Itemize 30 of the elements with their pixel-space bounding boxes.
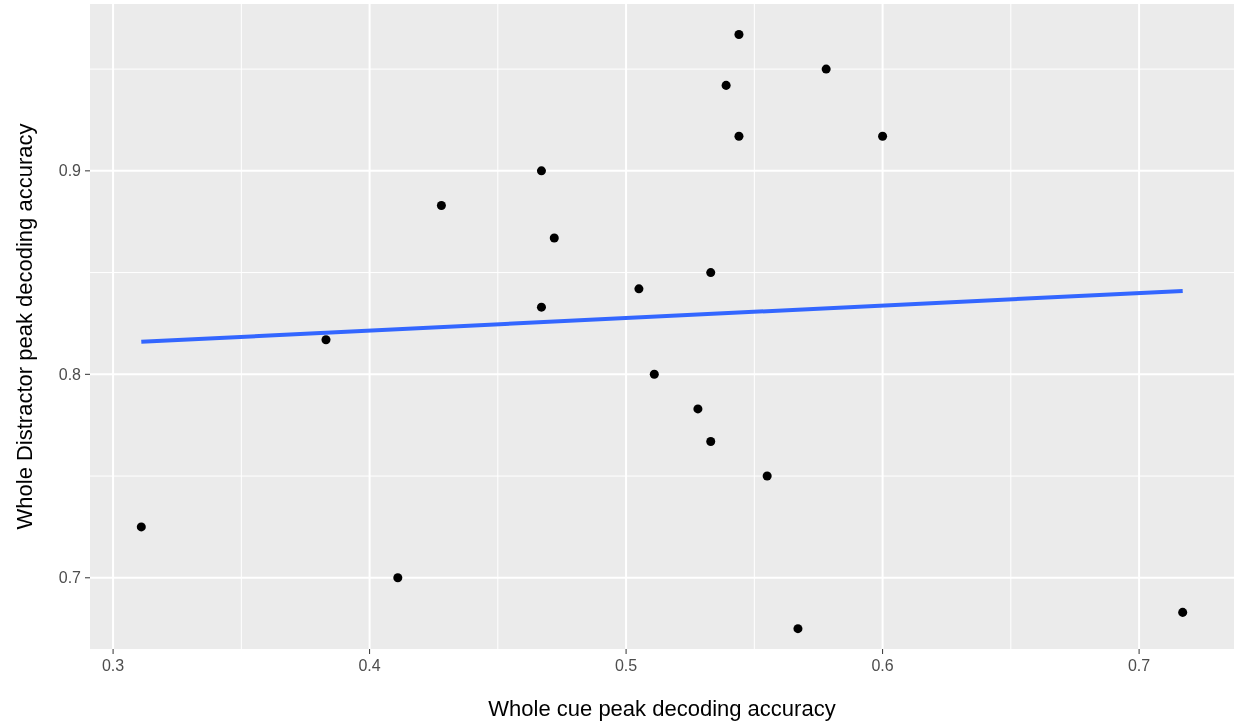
point xyxy=(536,166,546,176)
point xyxy=(693,404,703,414)
point xyxy=(649,369,659,379)
point xyxy=(321,335,331,345)
x-tick-label: 0.5 xyxy=(614,657,638,674)
y-axis-title: Whole Distractor peak decoding accuracy xyxy=(12,123,37,530)
y-tick-label: 0.7 xyxy=(58,569,82,587)
point xyxy=(549,233,559,243)
x-axis-title: Whole cue peak decoding accuracy xyxy=(488,696,836,721)
point xyxy=(706,436,716,446)
point xyxy=(878,131,888,141)
point xyxy=(762,471,772,481)
point xyxy=(706,268,716,278)
x-tick-label: 0.7 xyxy=(1127,657,1151,674)
point xyxy=(821,64,831,74)
point xyxy=(136,522,146,532)
point xyxy=(436,200,446,210)
point xyxy=(536,302,546,312)
point xyxy=(793,624,803,634)
point xyxy=(1178,607,1188,617)
x-tick-label: 0.6 xyxy=(871,657,894,674)
x-tick-label: 0.4 xyxy=(358,657,381,674)
point xyxy=(734,131,744,141)
x-tick-label: 0.3 xyxy=(101,657,125,674)
point xyxy=(634,284,644,294)
point xyxy=(393,573,403,583)
point xyxy=(721,80,731,90)
y-tick-label: 0.9 xyxy=(58,162,82,180)
point xyxy=(734,30,744,40)
y-tick-label: 0.8 xyxy=(58,365,82,383)
